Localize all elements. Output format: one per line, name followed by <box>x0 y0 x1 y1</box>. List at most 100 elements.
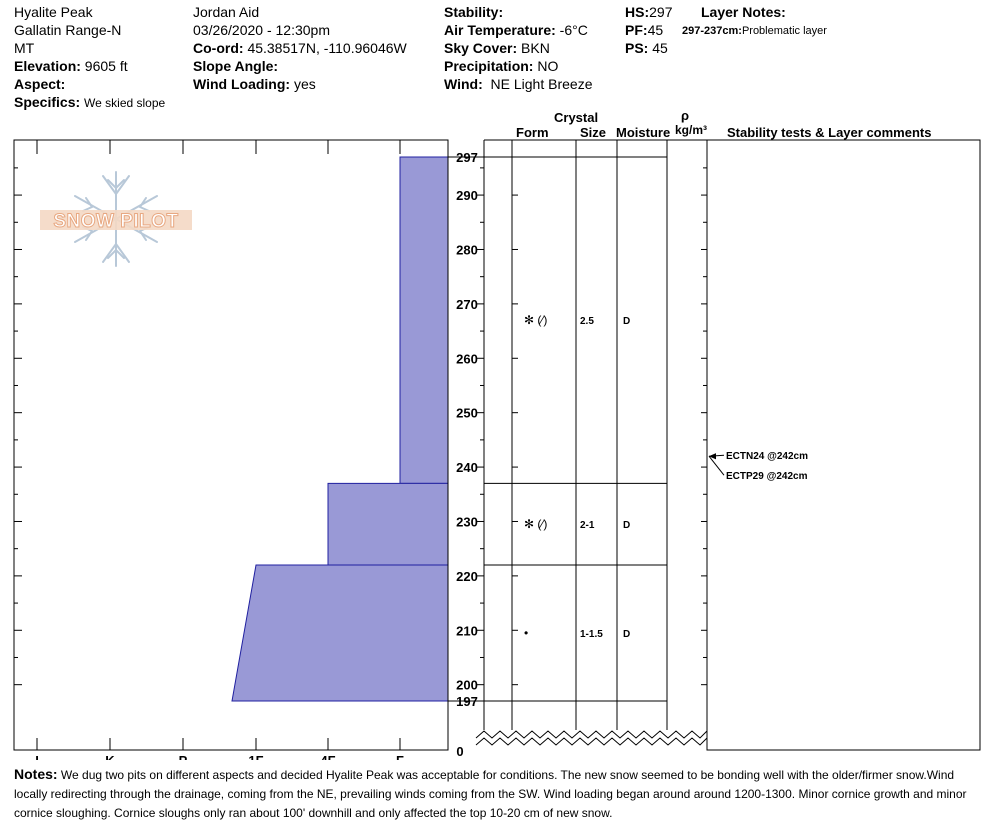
depth-label-260: 260 <box>456 351 478 366</box>
moisture-header: Moisture <box>616 125 671 140</box>
specifics-value: We skied slope <box>84 96 166 110</box>
pf-label: PF: <box>625 22 648 38</box>
specifics-row: Specifics: We skied slope <box>14 93 165 112</box>
observer-name: Jordan Aid <box>193 4 260 20</box>
hardness-label-f: F <box>396 753 404 760</box>
test-arrow-icon <box>709 453 716 460</box>
depth-label-210: 210 <box>456 623 478 638</box>
ps-row: PS: 45 <box>625 39 668 57</box>
hardness-ticks <box>36 140 401 750</box>
depth-label-240: 240 <box>456 460 478 475</box>
notes-text: We dug two pits on different aspects and… <box>14 768 967 820</box>
layer-2-size: 2-1 <box>580 520 595 531</box>
depth-label-290: 290 <box>456 188 478 203</box>
hardness-label-1f: 1F <box>248 753 263 760</box>
size-header: Size <box>580 125 607 140</box>
wind-loading-row: Wind Loading: yes <box>193 75 316 93</box>
precip-label: Precipitation: <box>444 58 534 74</box>
hs-value: 297 <box>649 4 673 20</box>
stability-label: Stability: <box>444 4 504 20</box>
precip-value: NO <box>537 58 559 74</box>
wind-loading-label: Wind Loading: <box>193 76 291 92</box>
hardness-layer-2 <box>327 482 449 566</box>
form-header: Form <box>516 125 549 140</box>
hs-label: HS: <box>625 4 650 20</box>
coord-value: 45.38517N, -110.96046W <box>247 40 407 56</box>
layer-3-size: 1-1.5 <box>580 629 603 640</box>
notes-block: Notes: We dug two pits on different aspe… <box>14 765 980 823</box>
hardness-profile <box>231 156 449 702</box>
elevation-label: Elevation: <box>14 58 81 74</box>
notes-label: Notes: <box>14 766 58 782</box>
layer-note-row: 297-237cm:Problematic layer <box>682 22 827 40</box>
elevation-row: Elevation: 9605 ft <box>14 57 128 75</box>
hs-row: HS:297 <box>625 3 672 21</box>
elevation-value: 9605 ft <box>84 58 128 74</box>
layer-3-moisture: D <box>623 629 630 640</box>
sky-cover-value: BKN <box>521 40 550 56</box>
layer-2-moisture: D <box>623 520 630 531</box>
wind-label: Wind: <box>444 76 483 92</box>
ps-value: 45 <box>652 40 668 56</box>
slope-label: Slope Angle: <box>193 58 279 74</box>
snow-profile-chart: SNOW PILOT I K P 1F 4F F 200 210 220 230 240 250 26… <box>13 139 981 760</box>
location-name: Hyalite Peak <box>14 4 93 20</box>
pf-row: PF:45 <box>625 21 663 39</box>
air-temp-row: Air Temperature: -6°C <box>444 21 588 39</box>
density-rho-header: ρ <box>681 108 690 123</box>
depth-label-200: 200 <box>456 678 478 693</box>
air-temp-label: Air Temperature: <box>444 22 556 38</box>
precip-row: Precipitation: NO <box>444 57 558 75</box>
wind-row: Wind: NE Light Breeze <box>444 75 592 93</box>
density-unit-header: kg/m³ <box>675 123 708 137</box>
depth-break-zigzag <box>475 730 708 746</box>
depth-label-220: 220 <box>456 569 478 584</box>
slope-row: Slope Angle: <box>193 57 278 75</box>
hardness-layer-1 <box>399 156 449 484</box>
layer-2-form: ✻ (⁄) <box>524 517 547 531</box>
air-temp-value: -6°C <box>559 22 588 38</box>
depth-label-250: 250 <box>456 406 478 421</box>
sky-cover-label: Sky Cover: <box>444 40 518 56</box>
stability-tests-header: Stability tests & Layer comments <box>727 125 932 140</box>
state-name: MT <box>14 40 35 56</box>
depth-label-270: 270 <box>456 297 478 312</box>
layer-1-moisture: D <box>623 316 630 327</box>
hardness-label-4f: 4F <box>320 753 335 760</box>
snowpilot-logo: SNOW PILOT <box>40 171 192 267</box>
depth-label-280: 280 <box>456 242 478 257</box>
stability-test-label-1: ECTN24 @242cm <box>726 451 808 462</box>
layer-3-form: • <box>524 626 528 640</box>
coord-row: Co-ord: 45.38517N, -110.96046W <box>193 39 407 57</box>
layer-note-range: 297-237cm: <box>682 25 742 37</box>
crystal-header: Crystal <box>554 110 599 125</box>
sky-cover-row: Sky Cover: BKN <box>444 39 550 57</box>
hardness-graph-frame <box>13 139 449 751</box>
wind-loading-value: yes <box>293 76 316 92</box>
stability-tests: ECTN24 @242cm ECTP29 @242cm <box>708 451 808 482</box>
coord-label: Co-ord: <box>193 40 244 56</box>
wind-value: NE Light Breeze <box>490 76 593 92</box>
hardness-label-i: I <box>35 753 39 760</box>
layer-table-frame <box>483 139 981 751</box>
pf-value: 45 <box>647 22 664 38</box>
ps-label: PS: <box>625 40 649 56</box>
layer-1-form: ✻ (⁄) <box>524 313 547 327</box>
specifics-label: Specifics: <box>14 94 81 110</box>
layer-1-size: 2.5 <box>580 316 594 327</box>
stability-row: Stability: <box>444 3 503 21</box>
layer-notes-label: Layer Notes: <box>701 4 786 20</box>
hardness-axis-labels: I K P 1F 4F F <box>35 753 404 760</box>
layer-rows: ✻ (⁄) 2.5 D ✻ (⁄) 2-1 D • 1-1.5 D <box>484 156 667 702</box>
depth-label-zero: 0 <box>456 744 463 759</box>
aspect-row: Aspect: <box>14 75 65 93</box>
layer-note-text: Problematic layer <box>741 25 827 37</box>
logo-text: SNOW PILOT <box>53 211 178 232</box>
hardness-label-k: K <box>105 753 115 760</box>
hardness-layer-3 <box>231 564 449 702</box>
stability-test-label-2: ECTP29 @242cm <box>726 471 808 482</box>
range-name: Gallatin Range-N <box>14 22 122 38</box>
test-leader-line <box>708 455 725 476</box>
hardness-label-p: P <box>179 753 188 760</box>
